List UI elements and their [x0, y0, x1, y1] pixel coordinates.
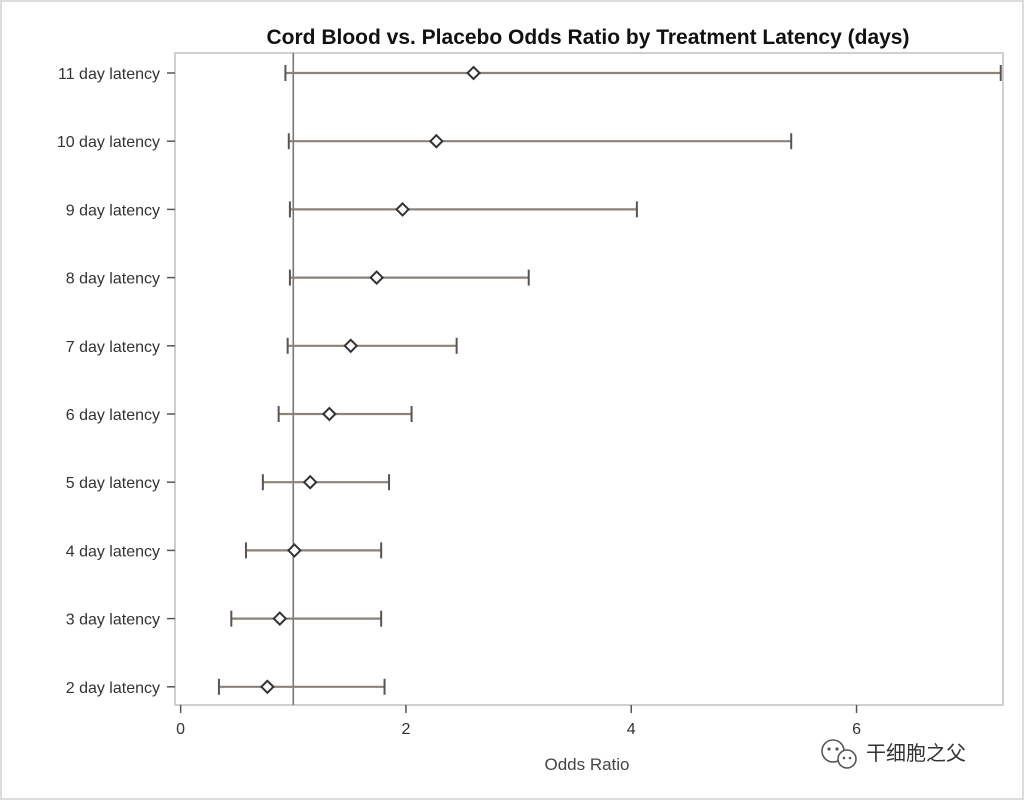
- y-tick-label: 10 day latency: [57, 134, 160, 151]
- x-tick-label: 2: [401, 721, 410, 738]
- y-tick-label: 7 day latency: [66, 339, 160, 356]
- estimate-marker: [272, 611, 288, 627]
- y-tick-label: 2 day latency: [66, 680, 160, 697]
- estimate-marker: [259, 679, 275, 695]
- y-axis: 11 day latency 10 day latency 9 day latenc…: [57, 66, 175, 697]
- estimate-marker: [343, 338, 359, 354]
- x-tick-label: 0: [176, 721, 185, 738]
- estimate-marker: [369, 270, 385, 286]
- plot-area-frame: [174, 52, 1004, 706]
- chart-title: Cord Blood vs. Placebo Odds Ratio by Tre…: [267, 26, 910, 49]
- estimate-marker: [428, 133, 444, 149]
- estimate-marker: [466, 65, 481, 81]
- estimate-marker: [302, 474, 318, 490]
- y-tick-label: 6 day latency: [66, 407, 160, 424]
- x-axis: 0 2 4 6: [176, 705, 861, 738]
- y-tick-label: 3 day latency: [66, 612, 160, 629]
- y-tick-label: 4 day latency: [66, 543, 160, 560]
- watermark-text: 干细胞之父: [866, 741, 966, 765]
- y-tick-label: 8 day latency: [66, 271, 160, 288]
- estimate-marker: [321, 406, 337, 422]
- x-tick-label: 4: [627, 721, 636, 738]
- interval-marks: [217, 65, 1002, 695]
- y-tick-label: 9 day latency: [66, 202, 160, 219]
- wechat-icon: [821, 739, 857, 769]
- x-tick-label: 6: [852, 721, 861, 738]
- estimate-marker: [286, 542, 302, 558]
- y-tick-label: 5 day latency: [66, 475, 160, 492]
- y-tick-label: 11 day latency: [58, 66, 160, 83]
- watermark: 干细胞之父: [821, 739, 966, 769]
- x-axis-label: Odds Ratio: [544, 755, 629, 774]
- estimate-marker: [395, 201, 410, 217]
